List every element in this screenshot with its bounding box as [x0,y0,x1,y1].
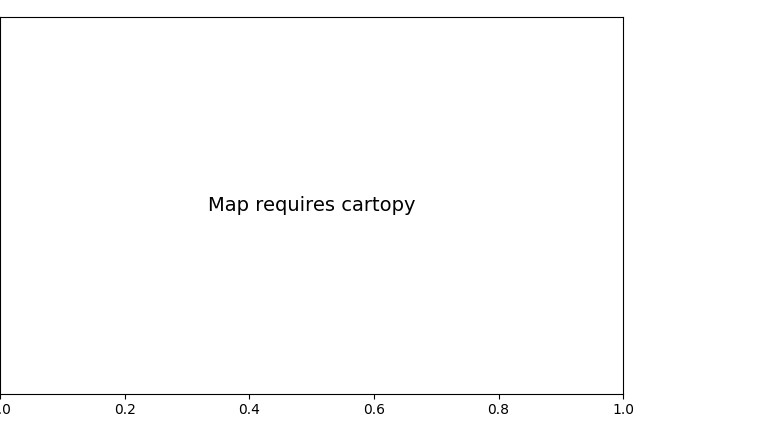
Text: Map requires cartopy: Map requires cartopy [207,196,416,215]
